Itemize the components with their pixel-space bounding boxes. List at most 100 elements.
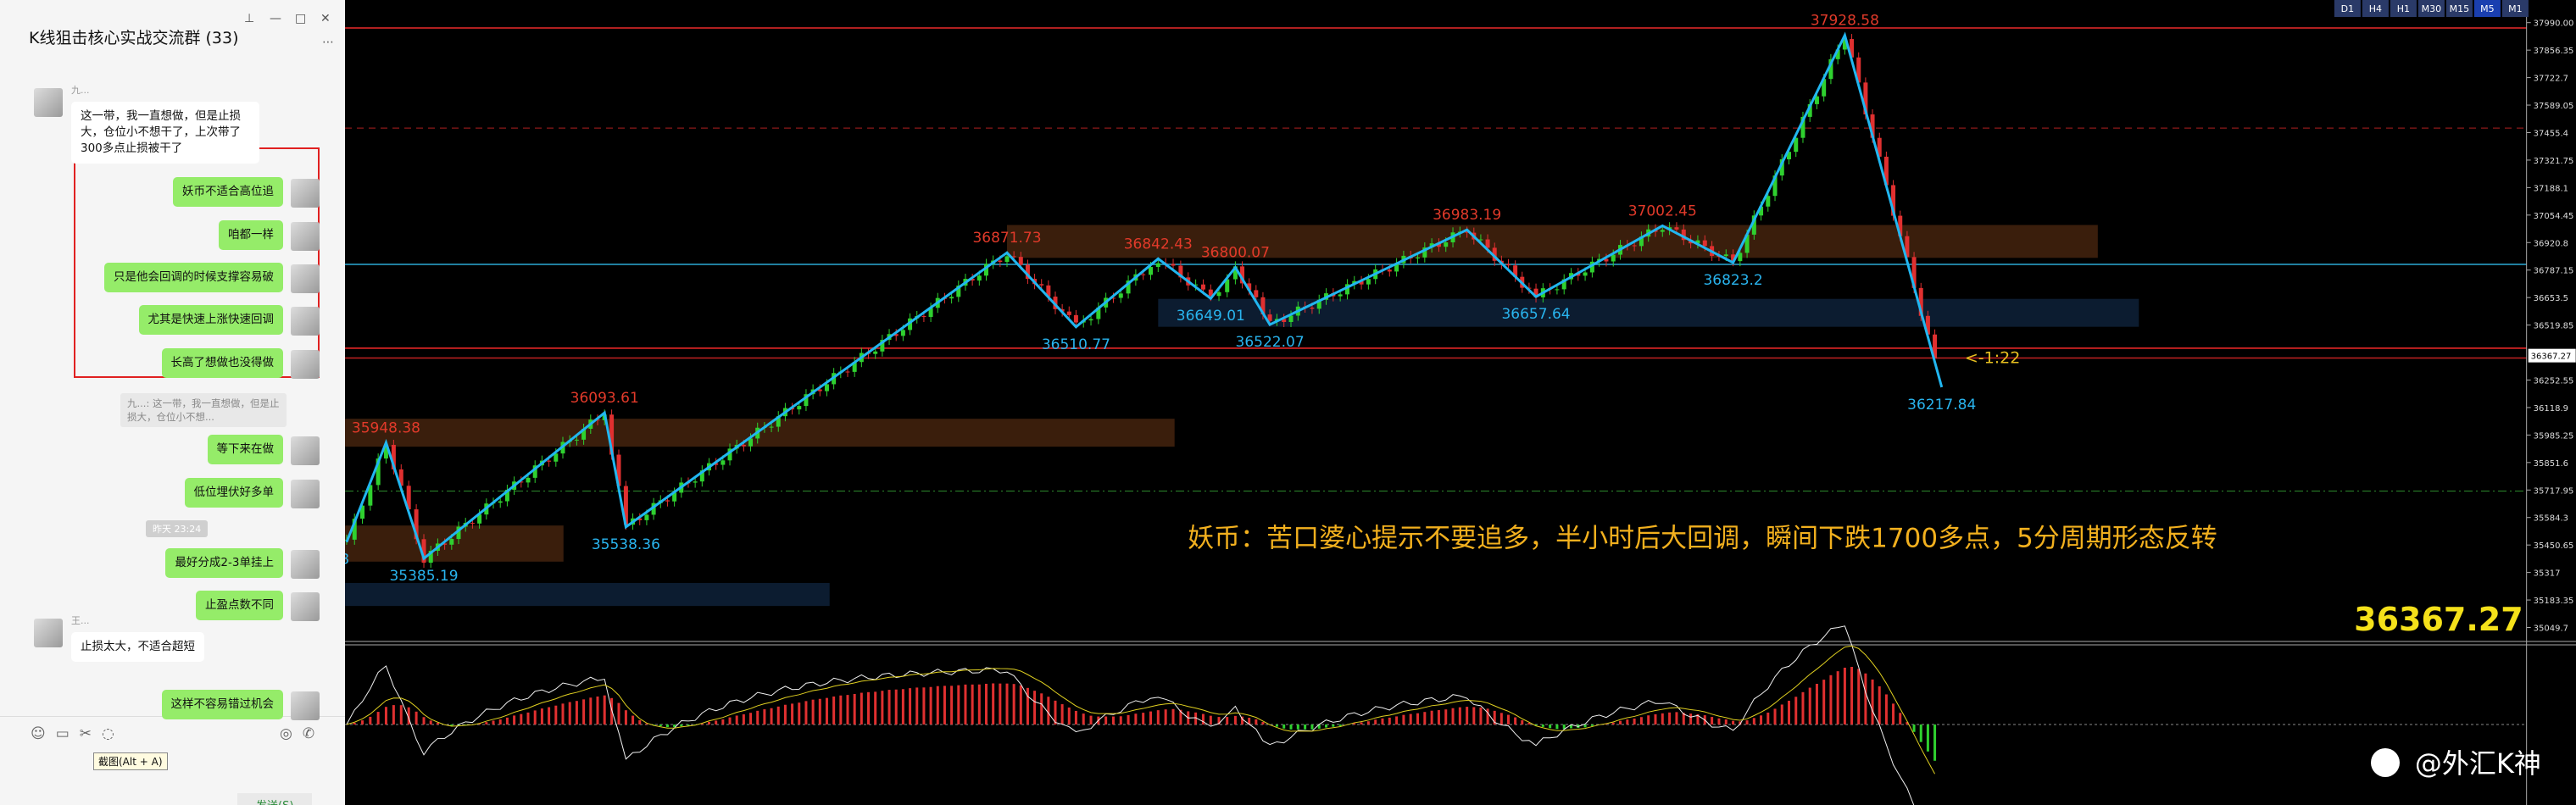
histogram-bar <box>1892 703 1895 724</box>
timeframe-label[interactable]: M15 <box>2450 3 2470 14</box>
histogram-bar <box>638 719 642 724</box>
candle <box>1933 334 1938 359</box>
candle <box>1738 253 1743 262</box>
candle <box>1316 299 1321 309</box>
histogram-bar <box>929 686 932 724</box>
histogram-bar <box>1289 724 1293 730</box>
histogram-bar <box>1317 724 1321 729</box>
minimize-button[interactable]: — <box>270 12 281 25</box>
candle <box>1759 206 1764 216</box>
histogram-bar <box>548 707 551 724</box>
histogram-bar <box>818 698 821 724</box>
timeframe-label[interactable]: M5 <box>2480 3 2495 14</box>
candle <box>1394 263 1399 272</box>
candle <box>526 477 531 483</box>
timeframe-button[interactable] <box>2362 0 2389 17</box>
histogram-bar <box>1111 716 1115 724</box>
histogram-bar <box>1033 691 1037 724</box>
histogram-bar <box>582 699 586 724</box>
message: 等下来在做 <box>207 435 283 465</box>
y-tick-label: 37188.1 <box>2534 184 2568 193</box>
swing-label: 35464.88 <box>345 552 349 569</box>
candle <box>1702 240 1707 247</box>
candle <box>1555 289 1560 291</box>
histogram-bar <box>1171 708 1175 724</box>
histogram-bar <box>1047 697 1050 724</box>
histogram-bar <box>1142 713 1145 724</box>
candle <box>532 465 537 478</box>
toolbar-icons[interactable]: ☺▭✂◌ <box>31 725 125 742</box>
histogram-bar <box>624 710 627 724</box>
pin-button[interactable]: ⊥ <box>244 12 255 25</box>
y-tick-label: 36252.55 <box>2534 376 2574 386</box>
send-button[interactable]: 发送(S) <box>237 793 313 805</box>
timeframe-button[interactable] <box>2390 0 2417 17</box>
timeframe-button[interactable] <box>2501 0 2529 17</box>
timeframe-label[interactable]: D1 <box>2341 3 2354 14</box>
histogram-bar <box>943 686 946 724</box>
candle <box>504 489 509 502</box>
swing-label: 36657.64 <box>1501 306 1570 323</box>
call-icons[interactable]: ◎✆ <box>280 725 325 742</box>
histogram-bar <box>665 724 669 728</box>
candle <box>1533 288 1538 297</box>
current-price: 36367.27 <box>2354 601 2523 638</box>
histogram-bar <box>1933 724 1937 761</box>
histogram-bar <box>1332 724 1335 727</box>
histogram-bar <box>1127 714 1130 724</box>
message: 尤其是快速上涨快速回调 <box>138 305 283 336</box>
y-tick-label: 35584.3 <box>2534 514 2568 524</box>
timeframe-label[interactable]: H4 <box>2369 3 2382 14</box>
histogram-bar <box>1780 704 1783 724</box>
histogram-bar <box>1514 717 1517 724</box>
candle <box>1731 254 1736 262</box>
candle <box>1695 240 1700 244</box>
histogram-bar <box>1689 713 1693 724</box>
sender-name: 九... <box>71 85 90 97</box>
y-tick-label: 37321.75 <box>2534 157 2574 166</box>
histogram-bar <box>450 724 453 726</box>
candle <box>1225 279 1230 292</box>
histogram-bar <box>1829 675 1833 724</box>
swing-label: 35385.19 <box>389 568 458 585</box>
histogram-bar <box>811 699 815 724</box>
histogram-bar <box>1233 715 1237 724</box>
histogram-bar <box>1217 717 1221 724</box>
histogram-bar <box>1282 724 1286 729</box>
histogram-bar <box>1899 713 1902 724</box>
histogram-bar <box>1012 684 1015 724</box>
timeframe-button[interactable] <box>2445 0 2473 17</box>
timeframe-label[interactable]: H1 <box>2397 3 2410 14</box>
histogram-bar <box>1633 718 1636 724</box>
candle <box>1200 284 1205 290</box>
candle <box>1465 231 1470 233</box>
histogram-bar <box>874 691 877 724</box>
histogram-bar <box>770 708 773 724</box>
histogram-bar <box>776 706 780 724</box>
more-button[interactable]: ⋯ <box>322 36 334 49</box>
price-tag-label: 36367.27 <box>2531 353 2572 362</box>
histogram-bar <box>791 703 794 724</box>
histogram-bar <box>867 691 871 724</box>
timeframe-button[interactable] <box>2417 0 2445 17</box>
candle <box>477 514 482 524</box>
close-button[interactable]: ✕ <box>320 12 331 25</box>
zigzag-line <box>345 31 1944 561</box>
avatar <box>291 221 320 251</box>
timeframe-button[interactable] <box>2473 0 2501 17</box>
candle <box>983 264 988 276</box>
candle <box>1744 234 1750 253</box>
histogram-bar <box>1194 712 1198 724</box>
candle <box>1828 58 1833 80</box>
candle <box>1344 284 1349 295</box>
histogram-bar <box>1248 718 1251 724</box>
timeframe-button[interactable] <box>2334 0 2361 17</box>
candle <box>442 543 448 545</box>
histogram-bar <box>1325 724 1328 728</box>
swing-label: 36842.43 <box>1124 236 1193 253</box>
timeframe-label[interactable]: M1 <box>2508 3 2523 14</box>
y-tick-label: 35717.95 <box>2534 486 2574 496</box>
timeframe-label[interactable]: M30 <box>2422 3 2442 14</box>
maximize-button[interactable]: □ <box>295 12 307 25</box>
avatar <box>34 88 63 118</box>
